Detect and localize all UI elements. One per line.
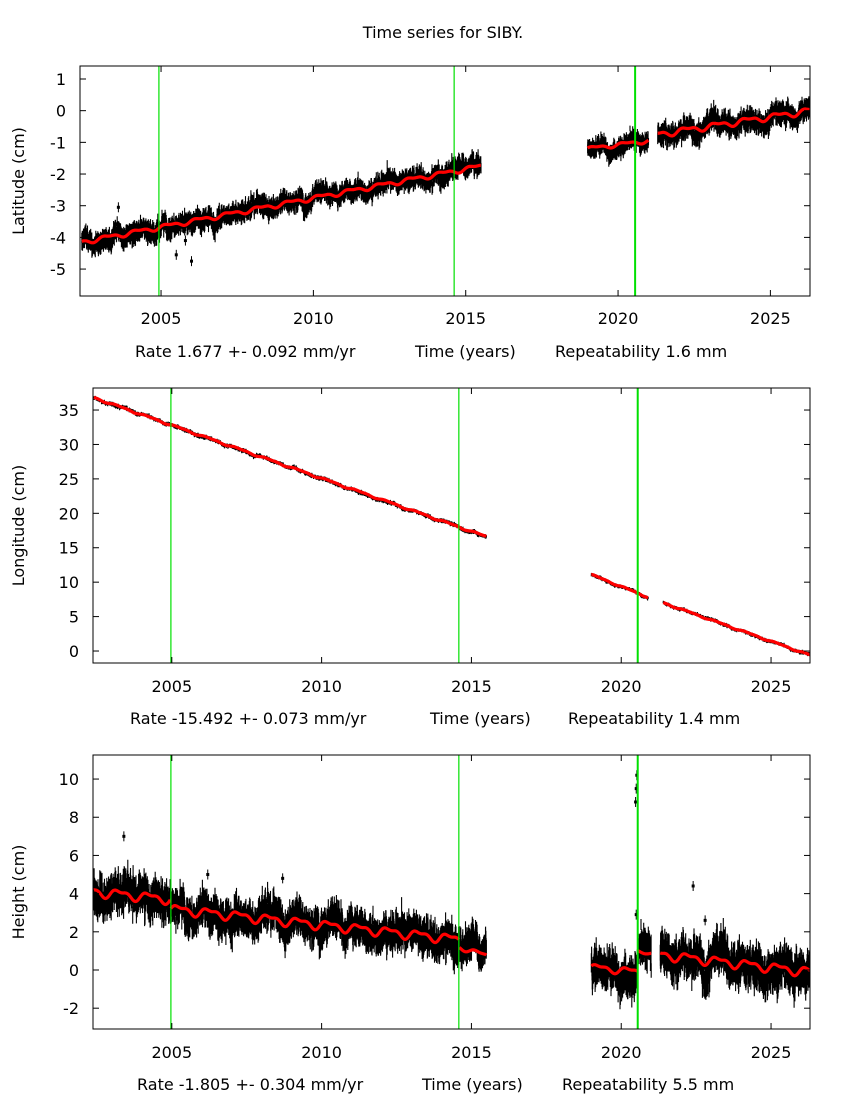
y-tick-label: 15	[59, 539, 79, 558]
outlier-point	[174, 253, 178, 257]
figure-title: Time series for SIBY.	[362, 23, 523, 42]
x-tick-label: 2025	[751, 1043, 792, 1062]
y-tick-label: -4	[50, 228, 66, 247]
model-curve	[80, 107, 810, 245]
y-tick-label: 6	[69, 846, 79, 865]
y-axis-label: Longitude (cm)	[9, 465, 28, 587]
x-tick-label: 2005	[151, 1043, 192, 1062]
outlier-point	[634, 787, 638, 791]
model-segment	[661, 601, 810, 657]
y-tick-label: 0	[56, 102, 66, 121]
height-panel: 2005 2010 2015 2020 2025 10 8 6 4 2 0 -2 Height (cm)…	[9, 754, 811, 1094]
y-tick-label: 8	[69, 808, 79, 827]
plot-frame	[92, 754, 811, 1030]
y-tick-label: 0	[69, 961, 79, 980]
y-axis-label: Latitude (cm)	[9, 127, 28, 235]
model-segment	[93, 888, 172, 907]
x-tick-label: 2025	[751, 677, 792, 696]
x-tick-label: 2010	[293, 309, 334, 328]
y-tick-label: -2	[63, 999, 79, 1018]
y-tick-label: -2	[50, 165, 66, 184]
latitude-panel: 2005 2010 2015 2020 2025 1 0 -1 -2 -3 -4 -5 Latitude…	[9, 65, 811, 361]
outlier-point	[634, 800, 638, 804]
x-tick-label: 2010	[301, 1043, 342, 1062]
observation-segment	[659, 918, 810, 1008]
x-axis-label: Time (years)	[414, 342, 516, 361]
repeatability-label: Repeatability 1.6 mm	[555, 342, 727, 361]
model-curve	[93, 888, 810, 978]
y-tick-label: 25	[59, 470, 79, 489]
outlier-point	[281, 876, 285, 880]
observation-segment	[637, 919, 652, 978]
outlier-point	[703, 918, 707, 922]
y-tick-label: 20	[59, 504, 79, 523]
model-segment	[93, 395, 488, 538]
rate-label: Rate -1.805 +- 0.304 mm/yr	[137, 1075, 364, 1094]
model-segment	[80, 163, 483, 245]
plot-area	[80, 96, 810, 267]
outlier-point	[190, 259, 194, 263]
x-axis-label: Time (years)	[421, 1075, 523, 1094]
y-tick-label: 1	[56, 70, 66, 89]
y-axis-label: Height (cm)	[9, 845, 28, 940]
x-axis-label: Time (years)	[429, 709, 531, 728]
y-tick-label: -5	[50, 260, 66, 279]
outlier-point	[116, 205, 120, 209]
observation-segment	[170, 878, 460, 975]
y-tick-label: 35	[59, 401, 79, 420]
y-tick-label: 10	[59, 573, 79, 592]
y-tick-label: 4	[69, 885, 79, 904]
x-tick-label: 2020	[601, 677, 642, 696]
observations	[93, 770, 810, 1010]
x-tick-label: 2010	[301, 677, 342, 696]
rate-label: Rate 1.677 +- 0.092 mm/yr	[135, 342, 356, 361]
y-tick-label: -1	[50, 133, 66, 152]
y-tick-label: 10	[59, 770, 79, 789]
y-tick-label: 30	[59, 435, 79, 454]
plot-area	[93, 770, 810, 1010]
y-tick-label: 2	[69, 923, 79, 942]
repeatability-label: Repeatability 5.5 mm	[562, 1075, 734, 1094]
outlier-point	[691, 884, 695, 888]
x-tick-label: 2015	[451, 1043, 492, 1062]
model-curve	[93, 395, 810, 657]
model-segment	[636, 949, 653, 956]
observation-segment	[458, 916, 487, 972]
x-tick-label: 2015	[445, 309, 486, 328]
rate-label: Rate -15.492 +- 0.073 mm/yr	[130, 709, 367, 728]
observations	[81, 96, 810, 267]
plot-area	[93, 395, 810, 657]
x-tick-label: 2020	[601, 1043, 642, 1062]
model-segment	[458, 946, 488, 957]
model-segment	[169, 903, 461, 945]
outlier-point	[122, 834, 126, 838]
repeatability-label: Repeatability 1.4 mm	[568, 709, 740, 728]
x-tick-label: 2015	[451, 677, 492, 696]
plot-frame	[92, 387, 811, 664]
x-tick-label: 2020	[598, 309, 639, 328]
x-tick-label: 2005	[151, 677, 192, 696]
observation-segment	[93, 859, 171, 929]
observation-segment	[657, 96, 810, 151]
model-segment	[658, 951, 810, 978]
y-tick-label: 5	[69, 608, 79, 627]
outlier-point	[183, 239, 187, 243]
outlier-point	[206, 873, 210, 877]
plot-frame	[79, 65, 811, 297]
x-tick-label: 2025	[750, 309, 791, 328]
outlier-point	[634, 913, 638, 917]
x-tick-label: 2005	[141, 309, 182, 328]
y-tick-label: 0	[69, 642, 79, 661]
longitude-panel: 2005 2010 2015 2020 202535302520151050Longit…	[9, 387, 811, 728]
model-segment	[589, 572, 650, 600]
model-segment	[586, 138, 650, 150]
model-segment	[589, 963, 639, 976]
model-segment	[656, 107, 810, 138]
y-tick-label: -3	[50, 197, 66, 216]
